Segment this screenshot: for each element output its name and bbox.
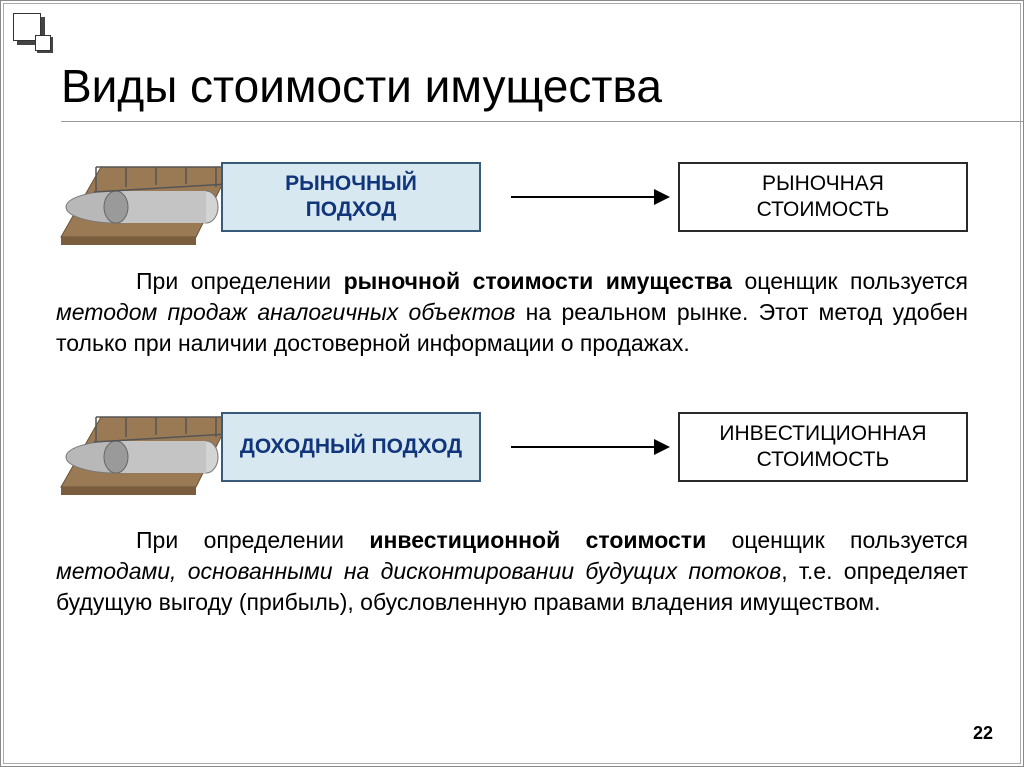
pipe-illustration [56,137,236,257]
result-box-income: ИНВЕСТИЦИОННАЯ СТОИМОСТЬ [678,412,968,482]
slide-title: Виды стоимости имущества [61,59,662,113]
arrow-icon [511,196,668,198]
approach-box-income: ДОХОДНЫЙ ПОДХОД [221,412,481,482]
bold-text: рыночной стоимости имущества [344,268,732,294]
text: При определении [136,268,344,294]
corner-decoration [13,13,55,55]
paragraph-market: При определении рыночной стоимости имуще… [56,266,968,359]
italic-text: методами, основанными на дисконтировании… [56,558,781,584]
text: При определении [136,527,369,553]
italic-text: методом продаж аналогичных объектов [56,299,515,325]
approach-box-market: РЫНОЧНЫЙ ПОДХОД [221,162,481,232]
bold-text: инвестиционной стоимости [369,527,706,553]
pipe-illustration [56,387,236,507]
text: оценщик пользуется [732,268,968,294]
diagram-row-market: РЫНОЧНЫЙ ПОДХОД РЫНОЧНАЯ СТОИМОСТЬ [56,137,968,257]
arrow-icon [511,446,668,448]
result-box-market: РЫНОЧНАЯ СТОИМОСТЬ [678,162,968,232]
diagram-row-income: ДОХОДНЫЙ ПОДХОД ИНВЕСТИЦИОННАЯ СТОИМОСТЬ [56,387,968,507]
paragraph-income: При определении инвестиционной стоимости… [56,525,968,618]
page-number: 22 [973,723,993,744]
title-rule [61,121,1023,122]
text: оценщик пользуется [706,527,968,553]
